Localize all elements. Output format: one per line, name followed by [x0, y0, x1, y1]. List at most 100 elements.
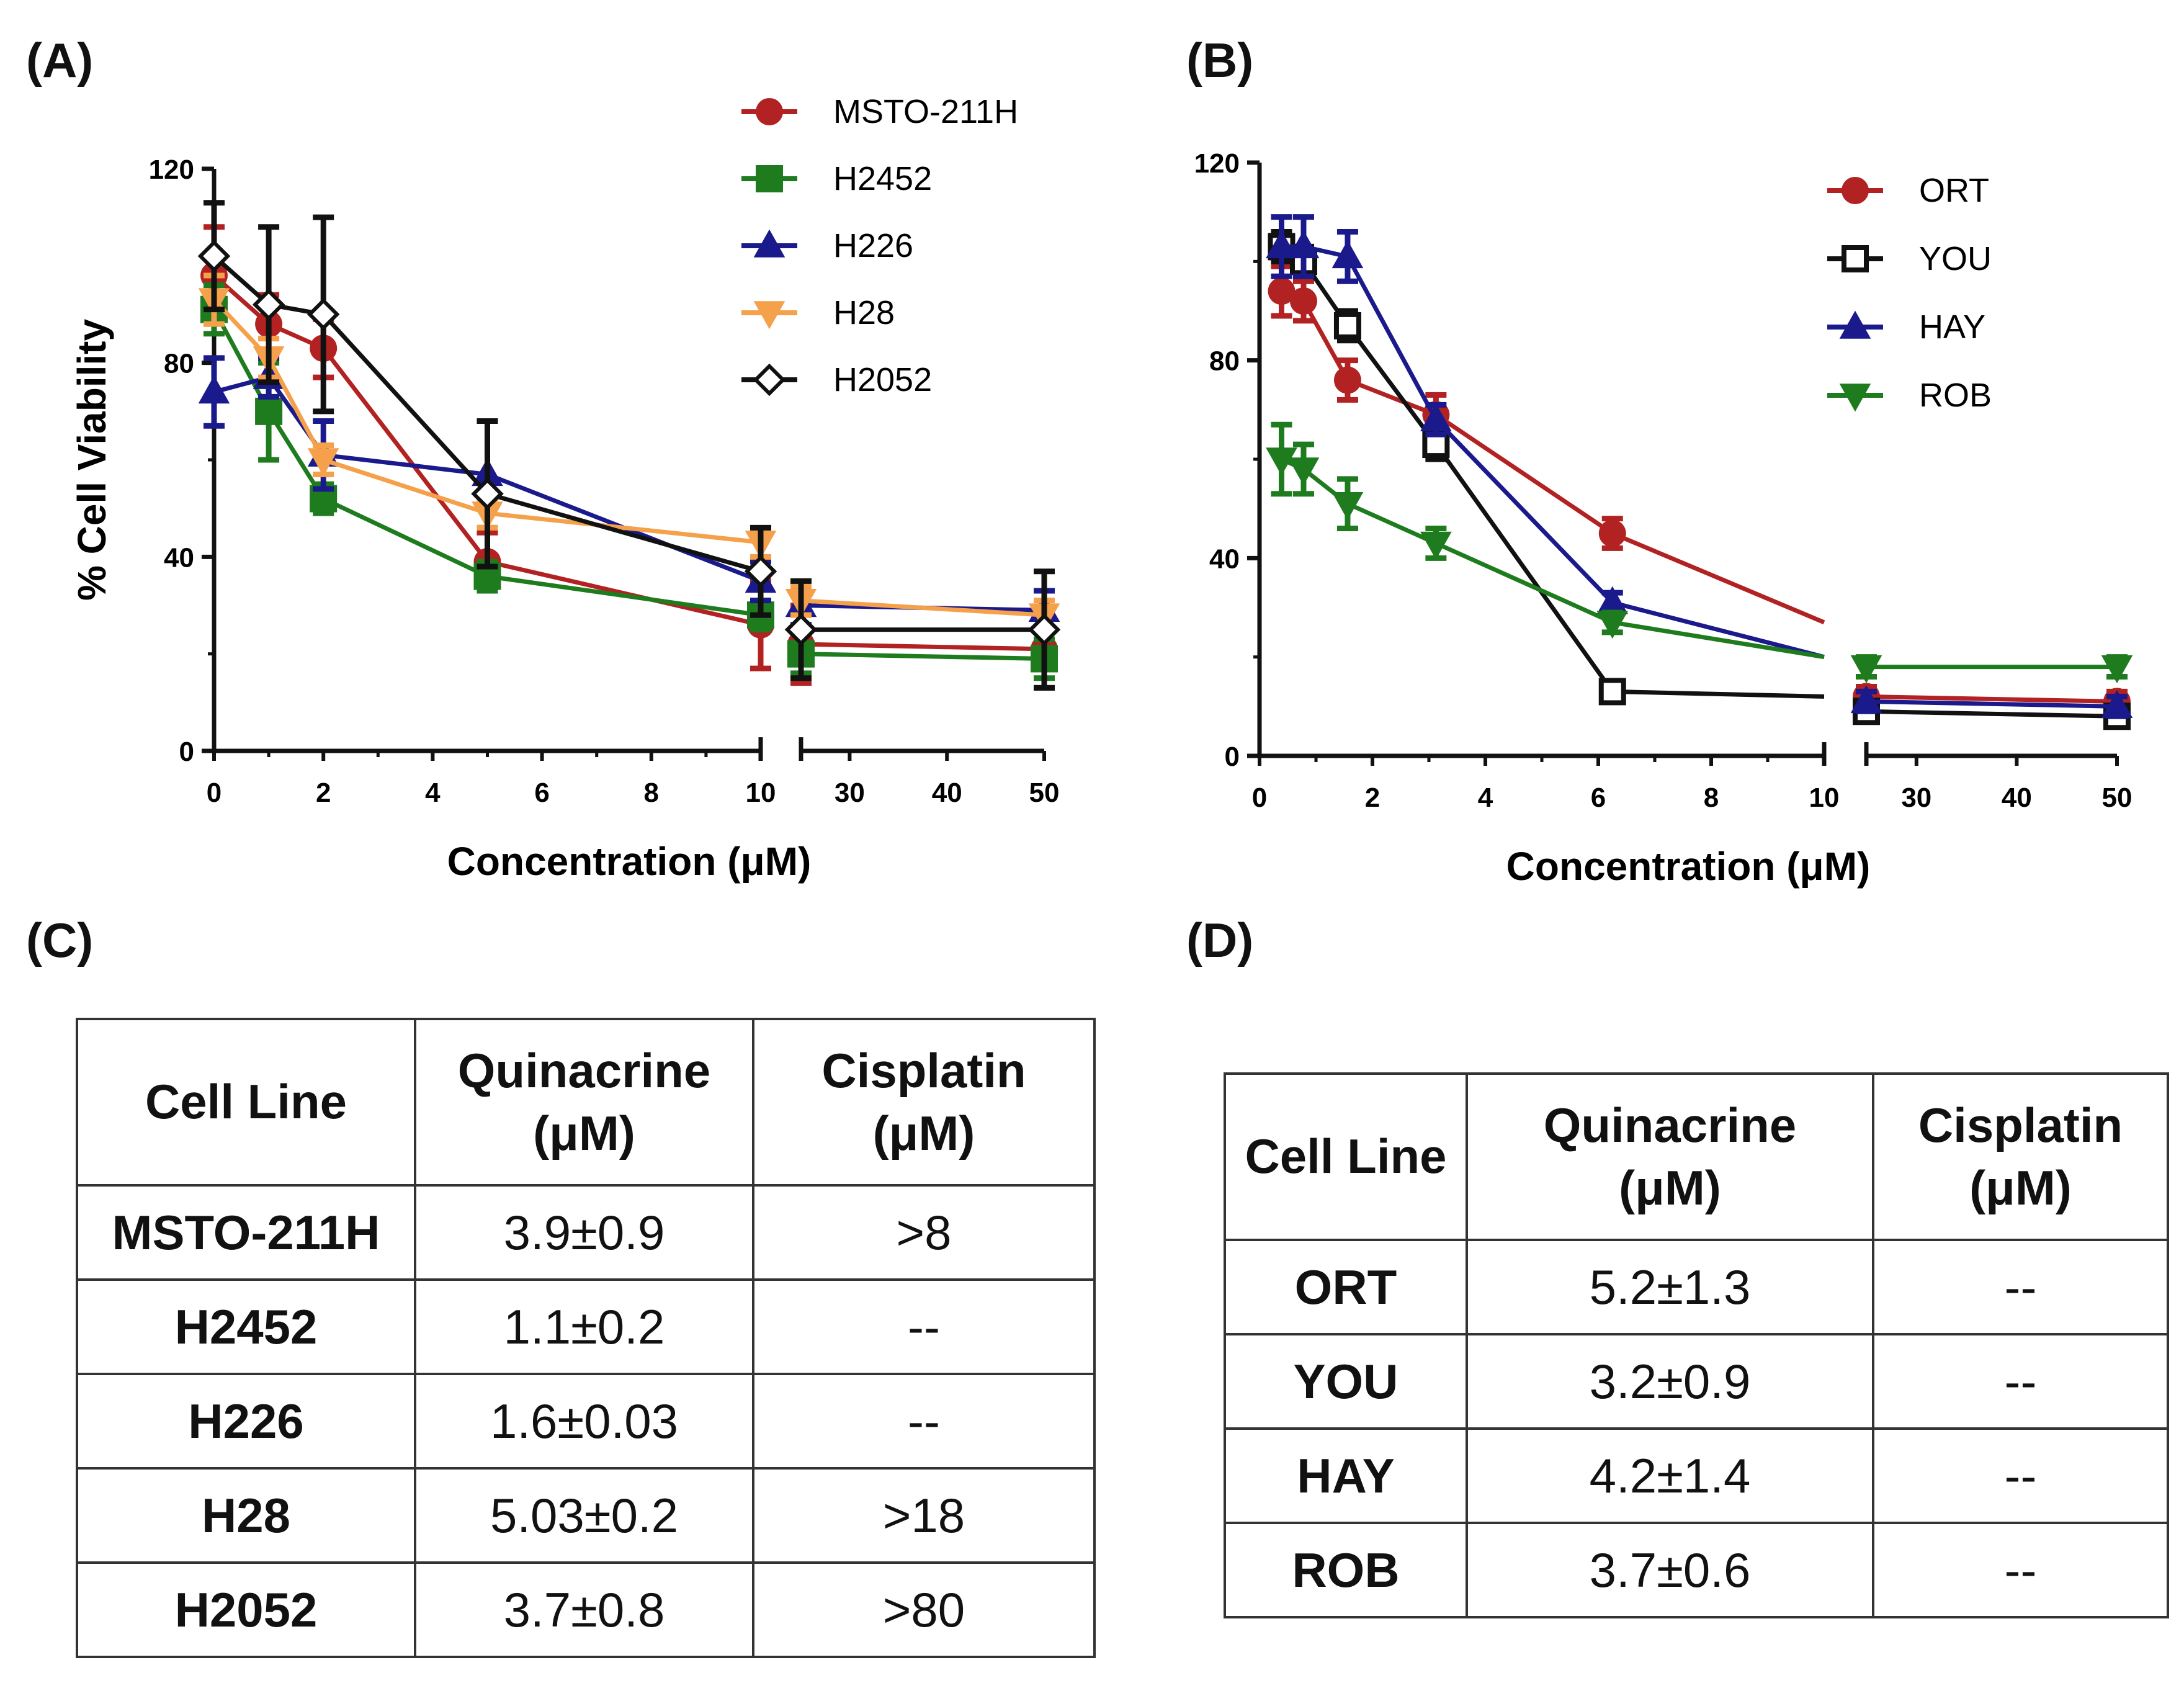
table-row: H28 5.03±0.2 >18	[76, 1467, 1096, 1564]
table-row: MSTO-211H 3.9±0.9 >8	[76, 1184, 1096, 1281]
x-axis-label: Concentration (μM)	[447, 839, 812, 884]
cisplatin-value: --	[752, 1373, 1096, 1470]
table-row: ROB 3.7±0.6 --	[1224, 1522, 2169, 1618]
header-text: Quinacrine (μM)	[457, 1043, 711, 1160]
series-line-you	[1280, 245, 1825, 699]
panel-label-c: (C)	[26, 913, 94, 967]
data-point-h28	[307, 448, 339, 477]
header-text: Cisplatin (μM)	[821, 1043, 1026, 1160]
series-line-h28-right	[800, 598, 1045, 617]
cell-line: HAY	[1224, 1427, 1468, 1524]
cell-line: YOU	[1224, 1333, 1468, 1430]
legend-label-msto-211h: MSTO-211H	[833, 93, 1018, 130]
data-point-h2052	[471, 477, 504, 510]
table-row: H226 1.6±0.03 --	[76, 1373, 1096, 1470]
y-tick-label: 120	[149, 155, 194, 185]
x-tick-label: 30	[835, 778, 865, 808]
cisplatin-value: >18	[752, 1467, 1096, 1564]
x-axis-label: Concentration (μM)	[1506, 844, 1871, 889]
x-tick-label: 4	[1478, 783, 1493, 813]
series-line-ort	[1281, 289, 1825, 625]
x-tick-label: 6	[534, 778, 549, 808]
x-tick-label: 50	[2102, 783, 2133, 813]
legend-label-rob: ROB	[1919, 377, 1992, 414]
data-point-rob	[1420, 531, 1452, 560]
x-tick-label: 40	[2002, 783, 2032, 813]
x-tick-label: 0	[1252, 783, 1267, 813]
legend-marker-h2452	[756, 165, 783, 192]
data-point-hay	[1596, 586, 1629, 614]
legend-marker-h2052	[753, 363, 786, 397]
table-d-header-cell-line: Cell Line	[1224, 1072, 1468, 1241]
y-tick-label: 120	[1194, 148, 1240, 179]
data-point-ort	[1289, 287, 1317, 315]
legend-marker-msto-211h	[756, 98, 783, 125]
data-point-hay	[1331, 240, 1364, 269]
cisplatin-value: --	[1872, 1239, 2169, 1335]
quinacrine-value: 4.2±1.4	[1466, 1427, 1874, 1524]
cisplatin-value: --	[1872, 1333, 2169, 1430]
data-point-hay	[1266, 230, 1297, 259]
chart-a: 0 40 80 120 0 2 4 6 8 10 30 40 50 Concentration (μM)%…	[69, 93, 1061, 884]
x-tick-label: 2	[1365, 783, 1380, 813]
table-d: Cell Line Quinacrine (μM) Cisplatin (μM)…	[1224, 1072, 2169, 1618]
cell-line: MSTO-211H	[76, 1184, 416, 1281]
x-tick-label: 10	[1809, 783, 1840, 813]
data-point-rob	[1266, 447, 1297, 476]
legend-marker-ort	[1842, 177, 1869, 204]
legend-label-ort: ORT	[1919, 172, 1989, 209]
y-tick-label: 0	[179, 737, 194, 767]
data-point-h226	[198, 375, 230, 404]
cell-line: H2052	[76, 1561, 416, 1658]
data-point-h2052	[252, 288, 285, 321]
table-c-header-cell-line: Cell Line	[76, 1018, 416, 1187]
cisplatin-value: --	[1872, 1522, 2169, 1618]
data-point-h2052	[744, 555, 777, 588]
data-point-ort	[1333, 366, 1361, 394]
y-tick-label: 80	[164, 349, 194, 379]
cisplatin-value: --	[752, 1278, 1096, 1375]
panel-label-d: (D)	[1186, 913, 1254, 967]
data-point-you	[1333, 312, 1361, 339]
table-row: H2452 1.1±0.2 --	[76, 1278, 1096, 1375]
legend-marker-rob	[1839, 384, 1871, 412]
data-point-h2052	[784, 613, 818, 646]
quinacrine-value: 3.7±0.6	[1466, 1522, 1874, 1618]
quinacrine-value: 1.1±0.2	[414, 1278, 754, 1375]
data-point-you	[1598, 678, 1626, 706]
data-point-hay	[1287, 230, 1320, 259]
y-tick-label: 0	[1225, 742, 1240, 772]
series-line-rob	[1281, 457, 1825, 660]
legend-marker-h226	[753, 229, 785, 258]
data-point-h2452	[255, 397, 283, 425]
y-tick-label: 80	[1209, 346, 1240, 377]
legend-label-you: YOU	[1919, 240, 1992, 277]
data-point-ort	[1598, 519, 1626, 547]
table-d-header-row: Cell Line Quinacrine (μM) Cisplatin (μM)	[1224, 1072, 2169, 1241]
series-line-ort-right	[1866, 694, 2118, 704]
cell-line: ROB	[1224, 1522, 1468, 1618]
header-text: Cisplatin (μM)	[1918, 1097, 2123, 1215]
table-c-header-quinacrine: Quinacrine (μM)	[414, 1018, 754, 1187]
x-tick-label: 0	[207, 778, 222, 808]
cell-line: ORT	[1224, 1239, 1468, 1335]
data-point-rob	[1850, 655, 1882, 683]
table-row: HAY 4.2±1.4 --	[1224, 1427, 2169, 1524]
x-tick-label: 4	[425, 778, 441, 808]
data-point-rob	[1331, 492, 1364, 521]
series-line-you-right	[1866, 709, 2118, 719]
quinacrine-value: 3.7±0.8	[414, 1561, 754, 1658]
x-tick-label: 8	[1704, 783, 1719, 813]
table-row: ORT 5.2±1.3 --	[1224, 1239, 2169, 1335]
cell-line: H226	[76, 1373, 416, 1470]
quinacrine-value: 3.2±0.9	[1466, 1333, 1874, 1430]
panel-label-a: (A)	[26, 33, 94, 88]
data-point-ort	[1268, 277, 1296, 305]
data-point-rob	[2101, 655, 2133, 683]
x-tick-label: 6	[1591, 783, 1606, 813]
cisplatin-value: --	[1872, 1427, 2169, 1524]
x-tick-label: 50	[1029, 778, 1060, 808]
data-point-hay	[1850, 684, 1882, 714]
cell-line: H28	[76, 1467, 416, 1564]
